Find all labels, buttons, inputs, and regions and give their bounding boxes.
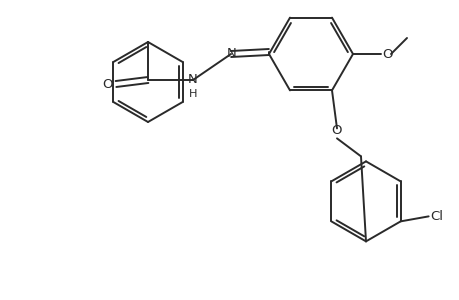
Text: O: O xyxy=(102,77,113,91)
Text: O: O xyxy=(381,47,392,61)
Text: N: N xyxy=(227,46,236,59)
Text: N: N xyxy=(188,73,197,85)
Text: H: H xyxy=(188,89,197,99)
Text: O: O xyxy=(331,124,341,137)
Text: Cl: Cl xyxy=(430,210,442,223)
